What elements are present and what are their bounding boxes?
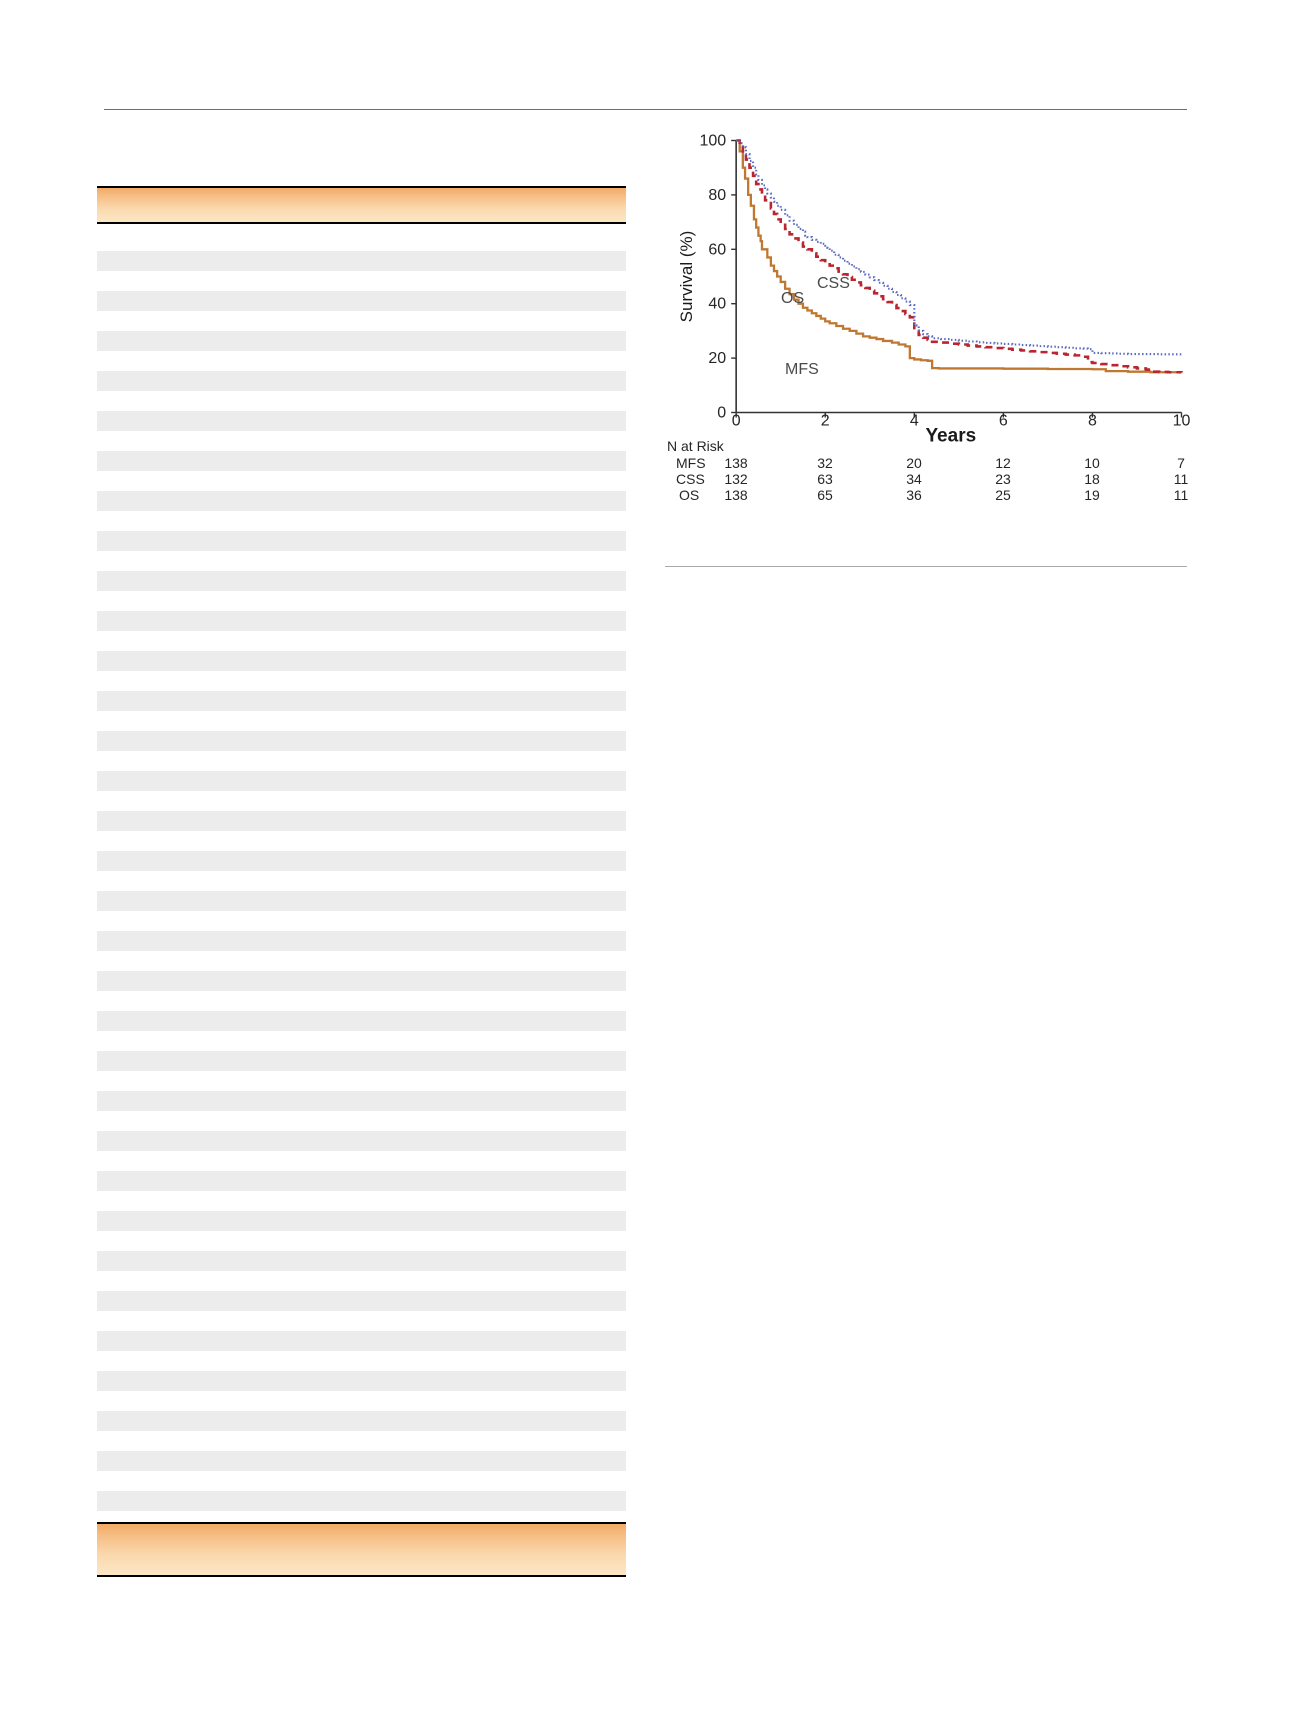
svg-text:6: 6 — [999, 413, 1008, 430]
svg-text:4: 4 — [910, 413, 919, 430]
svg-text:20: 20 — [708, 350, 726, 367]
svg-text:80: 80 — [708, 187, 726, 204]
svg-text:MFS: MFS — [785, 361, 819, 378]
svg-text:0: 0 — [732, 413, 741, 430]
svg-text:100: 100 — [699, 133, 726, 150]
svg-text:2: 2 — [821, 413, 830, 430]
svg-text:CSS: CSS — [817, 275, 850, 292]
svg-text:0: 0 — [717, 405, 726, 422]
svg-text:8: 8 — [1088, 413, 1097, 430]
svg-text:Survival (%): Survival (%) — [680, 231, 696, 323]
svg-text:OS: OS — [781, 290, 804, 307]
svg-text:60: 60 — [708, 241, 726, 258]
svg-text:40: 40 — [708, 296, 726, 313]
svg-text:10: 10 — [1173, 413, 1191, 430]
